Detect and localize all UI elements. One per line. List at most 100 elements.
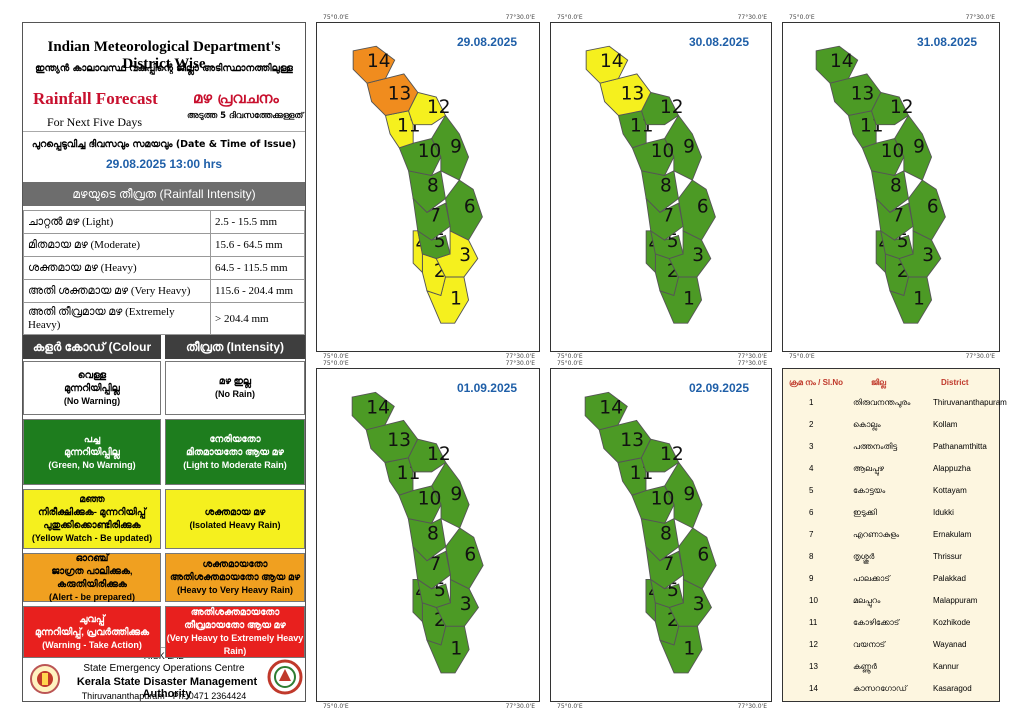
district-ml: തൃശ്ശൂർ xyxy=(853,552,875,561)
district-number-label: 14 xyxy=(599,397,623,418)
district-en: Kasaragod xyxy=(933,684,972,693)
district-en: Malappuram xyxy=(933,596,978,605)
district-no: 1 xyxy=(809,398,814,407)
map-coordinate-label: 77°30.0'E xyxy=(737,353,767,360)
district-number-label: 5 xyxy=(667,580,679,601)
district-en: Wayanad xyxy=(933,640,967,649)
ksdma-name: Kerala State Disaster Management Authori… xyxy=(76,676,258,700)
legend-text: പച്ച xyxy=(83,433,101,445)
district-number-label: 8 xyxy=(427,524,439,545)
district-en: Kottayam xyxy=(933,486,967,495)
district-4-region xyxy=(412,578,423,623)
district-9-region xyxy=(664,114,703,181)
district-number-label: 7 xyxy=(662,206,674,227)
district-ml: പത്തനംതിട്ട xyxy=(853,442,898,451)
map-coordinate-label: 77°30.0'E xyxy=(965,14,995,21)
district-9-region xyxy=(894,114,933,181)
district-number-label: 13 xyxy=(387,430,411,451)
intensity-label: ശക്തമായ മഴ (Heavy) xyxy=(23,256,211,280)
district-9-region xyxy=(431,114,470,181)
district-14-region xyxy=(584,391,628,431)
intensity-row: അതി ശക്തമായ മഴ (Very Heavy) 115.6 - 204.4… xyxy=(23,279,305,303)
contact: Thiruvananthapuram - Ph: 0471 2364424 xyxy=(81,691,247,701)
district-en: Pathanamthitta xyxy=(933,442,987,451)
intensity-label: മിതമായ മഴ (Moderate) xyxy=(23,233,211,257)
kerala-district-map: 1234567891011121314 xyxy=(352,45,483,324)
legend-text: (Yellow Watch - Be updated) xyxy=(31,533,153,543)
legend-text: (Very Heavy to Extremely Heavy Rain) xyxy=(166,633,304,656)
district-en: Thrissur xyxy=(933,552,962,561)
colour-code-box: പച്ച മുന്നറിയിപ്പില്ല (Green, No Warning) xyxy=(23,419,161,485)
district-en: Palakkad xyxy=(933,574,966,583)
district-number-label: 6 xyxy=(927,196,939,217)
map-date: 31.08.2025 xyxy=(916,35,977,49)
intensity-box: അതിശക്തമായതോ തീവ്രമായതോ ആയ മഴ (Very Heavy … xyxy=(165,606,305,658)
map-coordinate-label: 77°30.0'E xyxy=(505,703,535,710)
map-date: 29.08.2025 xyxy=(456,35,517,49)
intensity-range: 2.5 - 15.5 mm xyxy=(210,210,305,234)
forecast-info-panel: Indian Meteorological Department's Distr… xyxy=(22,22,306,702)
district-number-label: 1 xyxy=(683,289,695,310)
legend-text: (No Warning) xyxy=(63,395,121,406)
district-row: 14 കാസറഗോഡ് Kasaragod xyxy=(783,679,999,699)
district-number-label: 12 xyxy=(660,444,684,465)
colour-code-box: ചുവപ്പ് മുന്നറിയിപ്പ്, പ്രവർത്തിക്കുക (War… xyxy=(23,606,161,658)
district-13-region xyxy=(599,73,652,116)
district-number-label: 3 xyxy=(692,245,704,266)
district-number-label: 14 xyxy=(367,51,390,72)
district-no: 11 xyxy=(809,618,818,627)
district-en: Alappuzha xyxy=(933,464,971,473)
legend-text: (Alert - be prepared) xyxy=(48,591,135,602)
district-ml: കോഴിക്കോട് xyxy=(853,618,900,627)
legend-text: ശക്തമായ മഴ xyxy=(204,507,266,518)
district-4-region xyxy=(645,578,656,623)
issue-label: പുറപ്പെടുവിച്ച ദിവസവും സമയവും (Date & Ti… xyxy=(31,139,297,150)
district-6-region xyxy=(444,179,483,241)
district-14-region xyxy=(815,45,859,84)
district-9-region xyxy=(664,461,703,529)
district-number-label: 3 xyxy=(460,594,472,615)
map-coordinate-label: 77°30.0'E xyxy=(737,14,767,21)
subtitle-ml: അടുത്ത 5 ദിവസത്തേക്കുള്ളത് xyxy=(187,111,304,121)
district-ml: കൊല്ലം xyxy=(853,420,881,429)
district-number-label: 13 xyxy=(388,83,411,104)
district-14-region xyxy=(351,391,395,431)
district-3-region xyxy=(668,230,712,278)
district-number-label: 5 xyxy=(897,231,909,252)
map-coordinate-label: 75°0.0'E xyxy=(557,353,583,360)
forecast-map: 29.08.2025 75°0.0'E 77°30.0'E 75°0.0'E 77°30… xyxy=(316,14,540,360)
district-6-region xyxy=(678,527,717,590)
district-4-region xyxy=(645,230,656,274)
district-no: 2 xyxy=(809,420,814,429)
district-row: 9 പാലക്കാട് Palakkad xyxy=(783,569,999,589)
district-row: 13 കണ്ണൂർ Kannur xyxy=(783,657,999,677)
district-no: 7 xyxy=(809,530,814,539)
legend-text: ശക്തമായതോ xyxy=(202,559,268,570)
district-en: Idukki xyxy=(933,508,954,517)
legend-text: (Green, No Warning) xyxy=(48,459,136,470)
district-number-label: 10 xyxy=(651,141,674,162)
colour-code-box: വെള്ള മുന്നറിയിപ്പില്ല (No Warning) xyxy=(23,361,161,415)
kerala-district-map: 1234567891011121314 xyxy=(585,45,716,324)
district-14-region xyxy=(352,45,396,84)
seoc-name: State Emergency Operations Centre xyxy=(83,663,245,674)
intensity-row: മിതമായ മഴ (Moderate) 15.6 - 64.5 mm xyxy=(23,233,305,257)
colour-code-box: മഞ്ഞ നിരീക്ഷിക്കുക- മുന്നറിയിപ്പ് പുതുക്കി… xyxy=(23,489,161,549)
rainfall-forecast-title: Rainfall Forecast xyxy=(33,89,158,108)
district-number-label: 2 xyxy=(667,261,679,282)
district-number-label: 8 xyxy=(660,176,672,197)
district-6-region xyxy=(677,179,716,241)
legend-text: നേരിയതോ xyxy=(209,433,261,445)
district-en: Kollam xyxy=(933,420,958,429)
district-number-label: 8 xyxy=(890,176,902,197)
district-row: 4 ആലപ്പുഴ Alappuzha xyxy=(783,459,999,479)
district-ml: കോട്ടയം xyxy=(853,486,886,495)
district-number-label: 14 xyxy=(366,397,390,418)
legend-text: മുന്നറിയിപ്പില്ല xyxy=(64,382,120,394)
district-number-label: 3 xyxy=(459,245,471,266)
map-coordinate-label: 75°0.0'E xyxy=(557,703,583,710)
district-number-label: 7 xyxy=(429,554,441,575)
legend-text: പുതുക്കിക്കൊണ്ടിരിക്കുക xyxy=(43,520,141,531)
district-en: Ernakulam xyxy=(933,530,972,539)
forecast-map: 31.08.2025 75°0.0'E 77°30.0'E 75°0.0'E 77°30… xyxy=(782,14,1000,360)
